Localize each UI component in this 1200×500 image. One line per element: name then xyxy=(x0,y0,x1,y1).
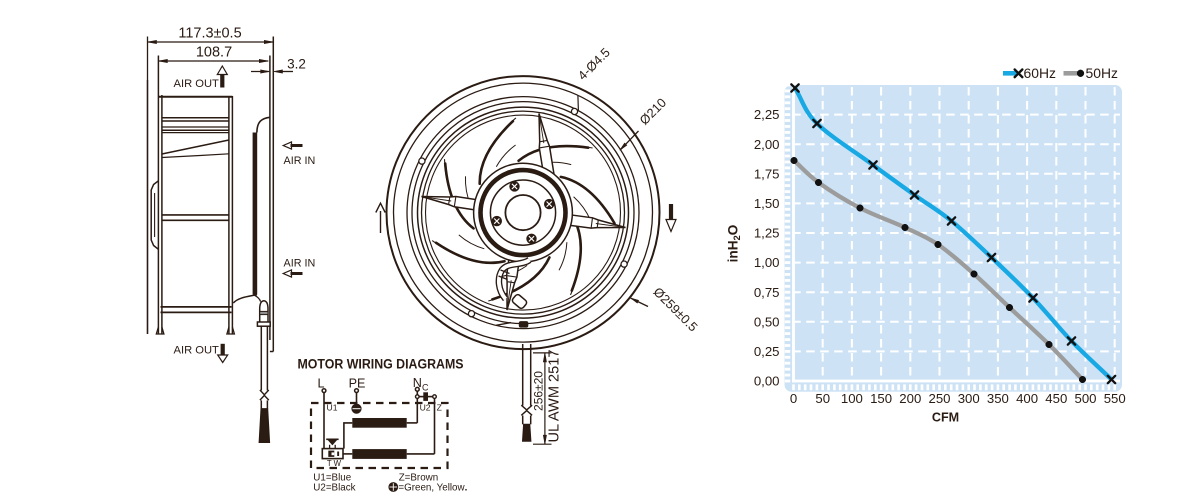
svg-text:MOTOR WIRING DIAGRAMS: MOTOR WIRING DIAGRAMS xyxy=(298,357,464,372)
svg-text:200: 200 xyxy=(899,391,921,406)
svg-text:117.3±0.5: 117.3±0.5 xyxy=(178,26,241,42)
svg-text:1,00: 1,00 xyxy=(754,255,780,270)
svg-text:350: 350 xyxy=(987,391,1009,406)
svg-text:550: 550 xyxy=(1104,391,1126,406)
svg-text:L: L xyxy=(317,377,324,391)
svg-text:108.7: 108.7 xyxy=(196,45,232,61)
svg-text:U2: U2 xyxy=(420,403,431,413)
svg-text:UL AWM 2517: UL AWM 2517 xyxy=(547,349,563,442)
svg-text:400: 400 xyxy=(1016,391,1038,406)
svg-text:AIR OUT: AIR OUT xyxy=(174,345,220,357)
svg-text:T W: T W xyxy=(327,459,342,468)
svg-text:0,00: 0,00 xyxy=(754,374,780,389)
svg-text:1,25: 1,25 xyxy=(754,226,780,241)
svg-text:N: N xyxy=(413,376,422,390)
svg-text:1,75: 1,75 xyxy=(754,166,780,181)
svg-text:3.2: 3.2 xyxy=(287,57,306,72)
svg-text:AIR IN: AIR IN xyxy=(284,257,316,269)
svg-text:2,00: 2,00 xyxy=(754,137,780,152)
svg-text:U1: U1 xyxy=(327,403,338,413)
svg-text:150: 150 xyxy=(870,391,892,406)
svg-text:50: 50 xyxy=(815,391,830,406)
svg-text:U1=Blue: U1=Blue xyxy=(313,473,351,484)
svg-text:=Green, Yellow.: =Green, Yellow. xyxy=(398,482,467,493)
svg-text:U2=Black: U2=Black xyxy=(313,482,355,493)
svg-text:256±20: 256±20 xyxy=(532,371,546,411)
svg-text:60Hz: 60Hz xyxy=(1024,65,1056,81)
svg-text:PE: PE xyxy=(349,377,366,391)
svg-text:2,25: 2,25 xyxy=(754,107,780,122)
svg-text:AIR OUT: AIR OUT xyxy=(174,78,220,90)
svg-text:CFM: CFM xyxy=(932,411,959,425)
svg-text:Z=Brown: Z=Brown xyxy=(399,473,438,484)
svg-text:450: 450 xyxy=(1045,391,1067,406)
svg-text:0,25: 0,25 xyxy=(754,344,780,359)
svg-text:0: 0 xyxy=(790,391,797,406)
svg-text:300: 300 xyxy=(958,391,980,406)
svg-text:500: 500 xyxy=(1074,391,1096,406)
svg-text:inH2O: inH2O xyxy=(726,225,744,263)
svg-text:50Hz: 50Hz xyxy=(1086,65,1118,81)
svg-text:250: 250 xyxy=(928,391,950,406)
svg-text:AIR IN: AIR IN xyxy=(284,155,316,167)
svg-text:100: 100 xyxy=(841,391,863,406)
svg-text:1,50: 1,50 xyxy=(754,196,780,211)
svg-text:0,75: 0,75 xyxy=(754,285,780,300)
svg-text:Z: Z xyxy=(437,403,442,413)
svg-text:0,50: 0,50 xyxy=(754,314,780,329)
svg-text:C: C xyxy=(422,383,429,393)
